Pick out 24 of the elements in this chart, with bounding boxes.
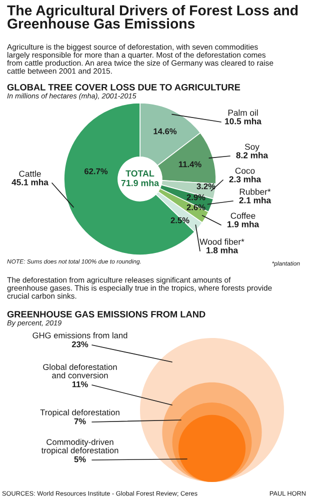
slice-label: Coco 2.3 mha	[229, 168, 262, 182]
data-label: 62.7%	[84, 168, 108, 174]
slice-label: Coffee 1.9 mha	[228, 212, 260, 228]
slice-label: Rubber* 2.1 mha	[239, 188, 272, 204]
slice-label: Soy 8.2 mha	[236, 144, 268, 158]
text: The Agricultural Drivers of Forest Loss and Greenhouse Gas Emissions	[7, 5, 298, 29]
data-label: 2.9%	[186, 194, 206, 200]
data-label: 11.4%	[178, 161, 202, 168]
slice-label: Wood fiber* 1.8 mha	[200, 238, 244, 254]
data-label: 3.2%	[196, 183, 216, 190]
category-label: GHG emissions from land	[32, 332, 128, 338]
data-label: 7%	[74, 418, 86, 424]
slice-label: Cattle 45.1 mha	[12, 170, 48, 186]
data-label: 23%	[72, 341, 88, 348]
category-label: Tropical deforestation	[40, 409, 120, 417]
category-label: Global deforestation and conversion	[43, 364, 117, 378]
category-label: Commodity-driven tropical deforestation	[41, 438, 118, 455]
text: GREENHOUSE GAS EMISSIONS FROM LAND	[7, 310, 206, 318]
data-label: 11%	[72, 381, 88, 388]
slice-label: Palm oil 10.5 mha	[225, 109, 262, 124]
text: TOTAL 71.9 mha	[121, 170, 160, 186]
data-label: 5%	[74, 456, 86, 462]
data-label: 14.6%	[154, 128, 177, 134]
chart-title: GLOBAL TREE COVER LOSS DUE TO AGRICULTURE	[7, 84, 240, 90]
